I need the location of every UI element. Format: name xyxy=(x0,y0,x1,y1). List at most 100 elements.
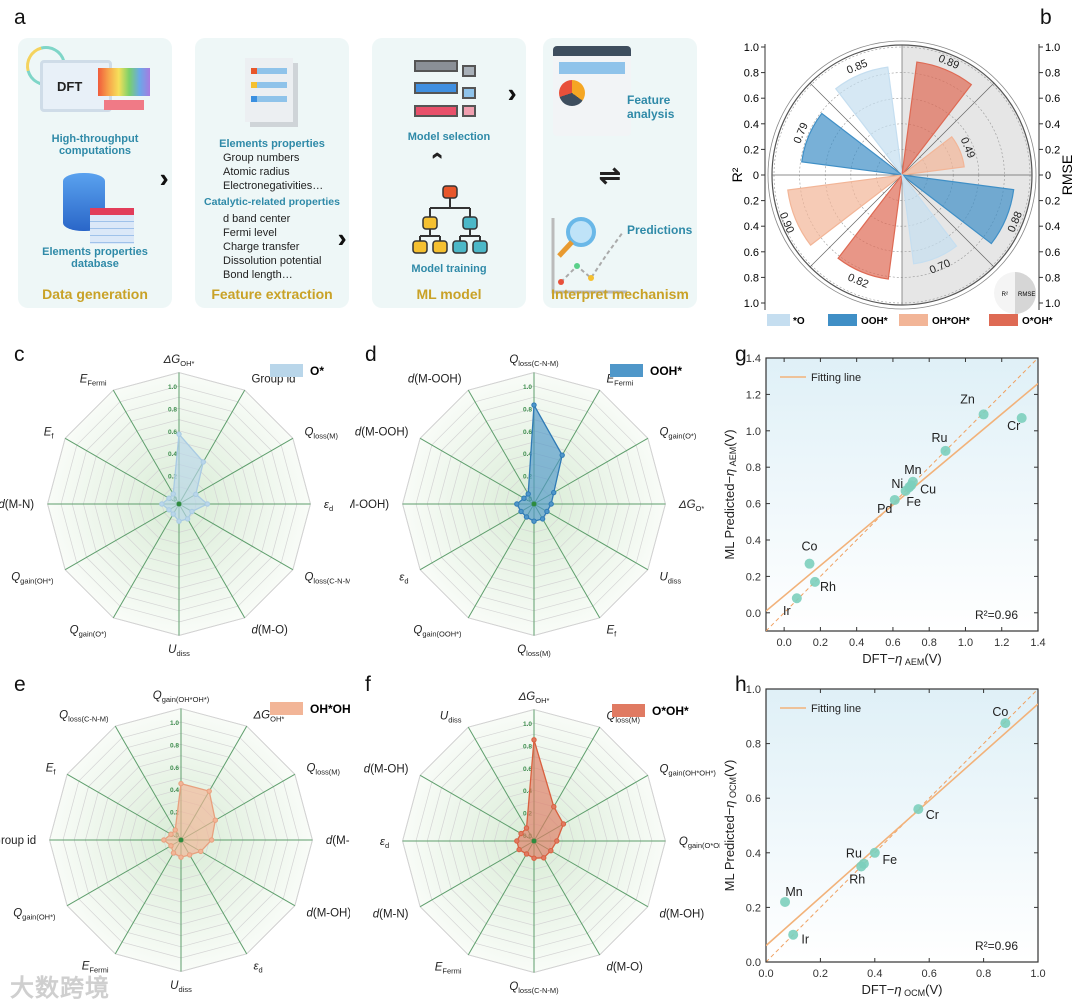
list-item: Fermi level xyxy=(223,227,277,239)
periodic-table-row-icon xyxy=(104,100,144,110)
radar-point xyxy=(518,508,524,515)
radar-axis-label: Qloss(C-N-M) xyxy=(509,354,559,368)
point-label: Fe xyxy=(883,853,898,867)
polar-bar xyxy=(834,66,903,178)
panel-label-g: g xyxy=(735,343,747,366)
radar-point xyxy=(548,501,554,507)
r2-annotation: R²=0.96 xyxy=(975,608,1018,622)
panel-label-b: b xyxy=(1040,6,1052,29)
model-selection-icon xyxy=(414,60,484,122)
point-label: Fe xyxy=(906,495,921,509)
data-point xyxy=(913,804,924,815)
x-tick-label: 0.8 xyxy=(976,968,991,980)
legend-label: Fitting line xyxy=(811,372,861,384)
axis-label-main: E xyxy=(606,624,614,636)
point-label: Mn xyxy=(785,885,802,899)
point-label: Cr xyxy=(1007,419,1020,433)
right-tick-label: 0.4 xyxy=(1045,221,1060,233)
radar-chart-ooh: 0.00.20.40.60.81.0Qloss(C-N-M)EFermiQgai… xyxy=(350,354,705,658)
y-tick-label: 1.0 xyxy=(746,684,761,696)
model-selection-label: Model selection xyxy=(407,131,491,143)
radar-axis-label: ΔGO* xyxy=(678,499,705,513)
periodic-table-icon xyxy=(98,68,150,96)
axis-label-sub: Fermi xyxy=(87,379,106,388)
radar-point xyxy=(178,780,184,787)
hpc-label: High-throughput computations xyxy=(51,133,139,157)
radar-point xyxy=(514,838,520,844)
stage-interpret-mechanism: Feature analysis ⇌ Predictions Interpret… xyxy=(543,38,697,308)
radar-axis-label: Qloss(M) xyxy=(306,763,340,777)
fitting-line xyxy=(766,383,1038,612)
radar-axis-label: Qgain(OH*OH*) xyxy=(659,764,716,778)
r2-axis-label: R² xyxy=(729,167,745,182)
radar-point xyxy=(531,518,537,524)
radar-axis xyxy=(66,839,182,907)
point-label: Pd xyxy=(877,502,892,516)
y-tick-label: 0.0 xyxy=(746,608,761,620)
radar-axis-label: Qloss(C-N-M) xyxy=(509,981,559,995)
radar-axis-label: EFermi xyxy=(435,961,462,975)
radar-axis-label: d(M-OOH) xyxy=(408,374,462,386)
axis-label-rest: (M-N) xyxy=(379,908,409,920)
radar-chart-ooh-oh: 0.00.20.40.60.81.0ΔGOH*Qloss(M)Qgain(OH*… xyxy=(364,691,720,995)
axis-label-main: d xyxy=(364,764,371,776)
radar-point xyxy=(204,501,211,507)
radar-point xyxy=(170,850,177,856)
radar-tick-label: 0.8 xyxy=(523,406,532,413)
radar-axis-label: ΔGOH* xyxy=(252,710,284,724)
radar-point xyxy=(176,518,182,524)
radar-point xyxy=(166,495,172,501)
axis-label-rest: (M-OOH) xyxy=(361,427,408,439)
radar-point xyxy=(531,402,537,408)
feature-analysis-label: Feature analysis xyxy=(627,93,675,121)
axis-label-sub: d xyxy=(259,965,263,974)
axis-label-sub: gain(OH*OH*) xyxy=(668,769,716,778)
data-point xyxy=(869,847,880,858)
radar-axis xyxy=(467,726,535,842)
radar-axis-label: d(M-N) xyxy=(373,908,409,920)
polar-bar xyxy=(837,172,903,280)
radar-point xyxy=(541,855,547,861)
radar-axis-label: Udiss xyxy=(659,571,681,585)
axis-label-main: d xyxy=(408,374,415,386)
axis-label-sub: gain(O*) xyxy=(668,432,696,441)
axis-label-sub: f xyxy=(614,629,617,638)
document-icon xyxy=(245,58,293,122)
left-tick-label: 1.0 xyxy=(744,42,759,54)
radar-axis-label: Group id xyxy=(0,835,36,847)
legend-label: Fitting line xyxy=(811,703,861,715)
axis-label-main: d xyxy=(606,961,613,973)
panel-label-h: h xyxy=(735,673,747,696)
radar-axis xyxy=(112,503,180,619)
watermark: 大数跨境 xyxy=(10,975,110,1002)
right-tick-label: 1.0 xyxy=(1045,298,1060,310)
y-tick-label: 0.8 xyxy=(746,739,761,751)
legend-label: OOH* xyxy=(861,316,888,327)
point-label: Zn xyxy=(960,392,975,406)
radar-point xyxy=(161,837,167,843)
radar-axis xyxy=(114,839,182,955)
radar-axis-label: Qgain(OOH*) xyxy=(413,624,462,638)
legend-label: OH*OH* xyxy=(310,702,350,716)
data-point xyxy=(907,476,918,487)
y-tick-label: 0.2 xyxy=(746,571,761,583)
left-tick-label: 1.0 xyxy=(744,298,759,310)
list-item: Charge transfer xyxy=(223,241,300,253)
radar-axis-label: ΔGOH* xyxy=(163,354,195,368)
right-tick-label: 0.8 xyxy=(1045,68,1060,80)
polar-bar-chart: 0.850.790.900.820.890.490.880.701.00.80.… xyxy=(729,40,1075,327)
axis-label-main: Q xyxy=(306,763,315,775)
radar-tick-label: 1.0 xyxy=(523,721,532,728)
radar-axis-label: d(M-N) xyxy=(326,835,350,847)
radar-axis xyxy=(64,437,180,505)
list-item: Dissolution potential xyxy=(223,255,322,267)
point-label: Rh xyxy=(820,580,836,594)
radar-axis xyxy=(419,437,535,505)
axis-label-sub: loss(C-N-M) xyxy=(313,576,350,585)
elements-list: Group numbers Atomic radius Electronegat… xyxy=(223,151,323,193)
catalytic-list: d band center Fermi level Charge transfe… xyxy=(223,212,321,282)
axis-label-main: E xyxy=(606,374,614,386)
axis-label-main: U xyxy=(440,711,449,723)
panel-label-e: e xyxy=(14,673,26,696)
axis-label-main: ΔG xyxy=(678,499,696,511)
